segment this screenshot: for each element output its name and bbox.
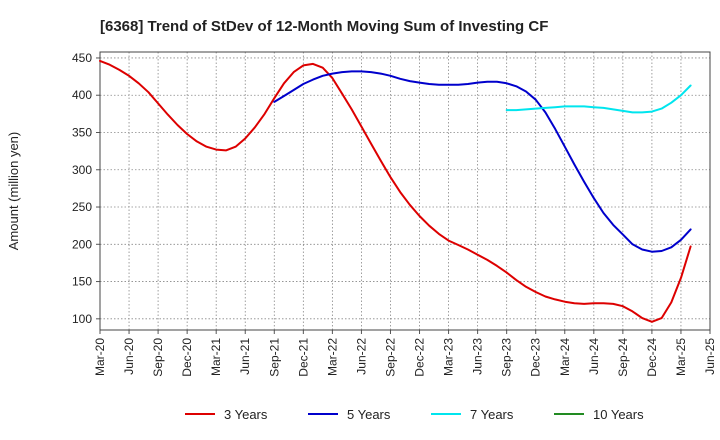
x-tick-label: Mar-23 (442, 338, 456, 376)
x-tick-label: Jun-22 (354, 338, 368, 375)
y-tick-label: 400 (72, 88, 92, 102)
legend-label: 7 Years (470, 407, 514, 422)
series-line (99, 59, 692, 323)
y-tick-label: 350 (72, 125, 92, 139)
series-line (273, 70, 692, 253)
series-layer (99, 59, 692, 323)
axes: 100 150 200 250 300 350 400 450 Mar-20 Jun-20 Sep-… (72, 51, 717, 377)
legend: 3 Years 5 Years 7 Years 10 Years (185, 407, 644, 422)
legend-label: 5 Years (347, 407, 391, 422)
legend-label: 10 Years (593, 407, 644, 422)
y-tick-label: 150 (72, 275, 92, 289)
y-tick-label: 300 (72, 163, 92, 177)
x-tick-label: Sep-22 (383, 338, 397, 377)
y-tick-label: 450 (72, 51, 92, 65)
x-tick-label: Dec-21 (296, 338, 310, 377)
x-tick-label: Mar-25 (674, 338, 688, 376)
x-tick-label: Jun-25 (703, 338, 717, 375)
y-tick-label: 200 (72, 237, 92, 251)
y-tick-label: 250 (72, 200, 92, 214)
x-tick-label: Dec-20 (180, 338, 194, 377)
x-tick-label: Jun-21 (238, 338, 252, 375)
x-tick-label: Dec-24 (645, 338, 659, 377)
y-axis-label: Amount (million yen) (6, 132, 21, 251)
x-tick-label: Jun-20 (122, 338, 136, 375)
x-tick-label: Sep-20 (151, 338, 165, 377)
x-tick-label: Sep-21 (267, 338, 281, 377)
x-tick-label: Mar-21 (209, 338, 223, 376)
x-tick-label: Mar-20 (93, 338, 107, 376)
x-tick-label: Dec-23 (529, 338, 543, 377)
series-line (505, 84, 692, 114)
legend-label: 3 Years (224, 407, 268, 422)
grid (99, 52, 711, 330)
y-tick-label: 100 (72, 312, 92, 326)
x-tick-label: Dec-22 (413, 338, 427, 377)
x-tick-label: Mar-22 (325, 338, 339, 376)
x-tick-label: Jun-24 (587, 338, 601, 375)
x-tick-label: Sep-24 (616, 338, 630, 377)
x-tick-label: Sep-23 (500, 338, 514, 377)
x-tick-label: Jun-23 (471, 338, 485, 375)
x-tick-label: Mar-24 (558, 338, 572, 376)
plot-frame (99, 51, 711, 331)
chart-title: [6368] Trend of StDev of 12-Month Moving… (100, 18, 548, 35)
